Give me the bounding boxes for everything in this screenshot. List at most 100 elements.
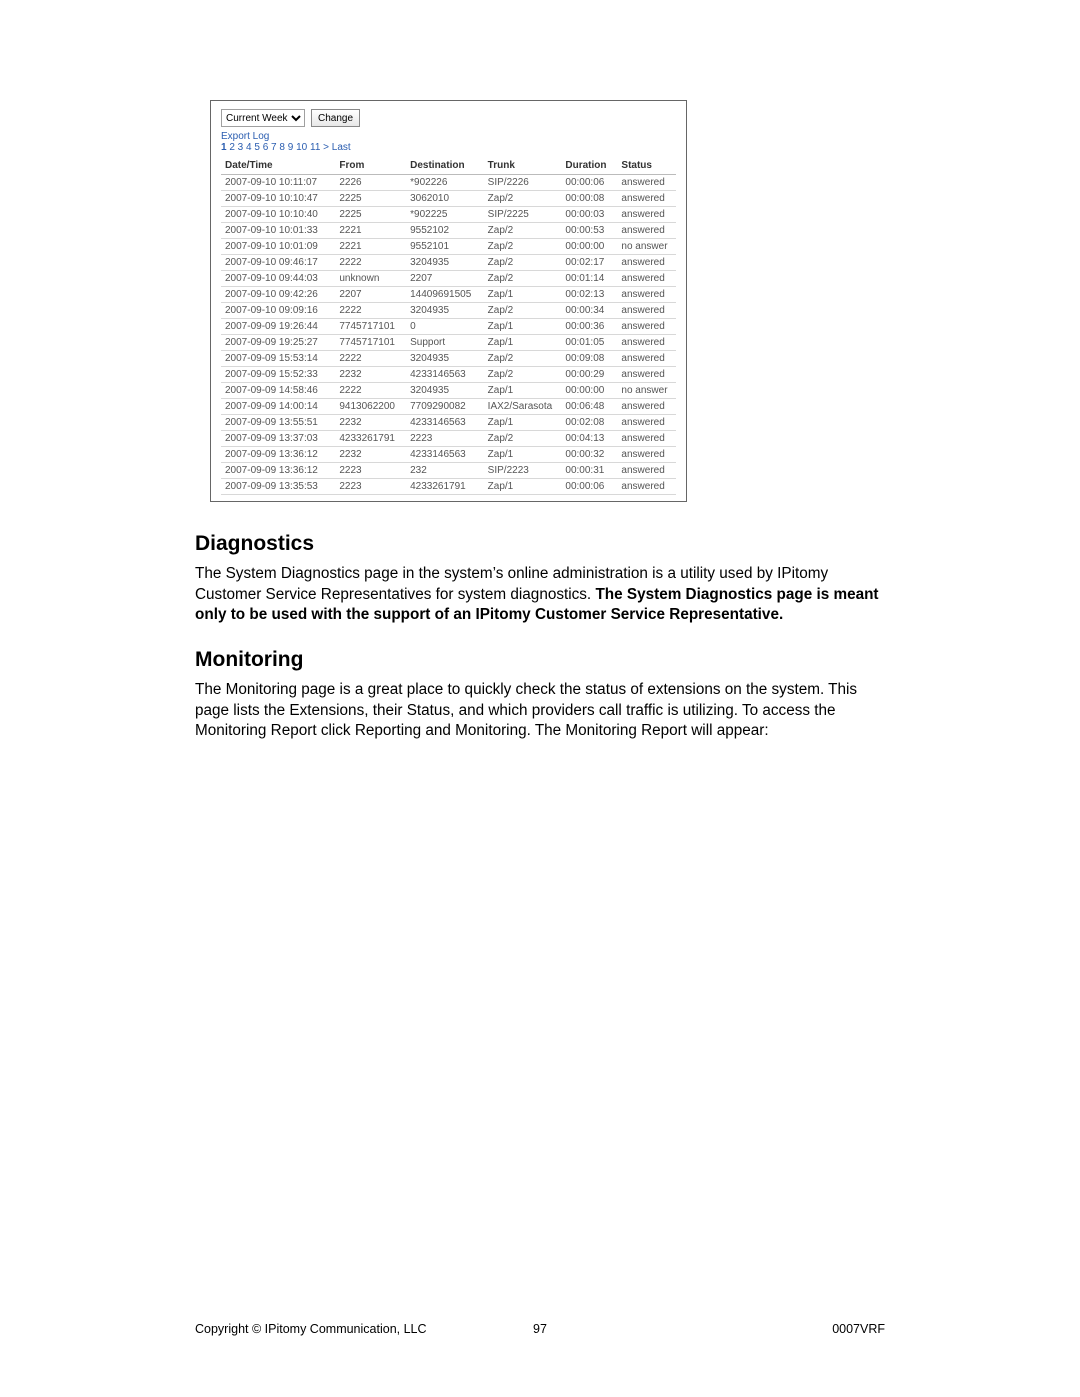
- page-link[interactable]: 11: [307, 142, 320, 153]
- page-link[interactable]: 7: [268, 142, 276, 153]
- table-cell: 00:00:06: [561, 175, 617, 191]
- status-cell: no answer: [617, 383, 676, 399]
- table-cell: *902225: [406, 207, 484, 223]
- footer-right: 0007VRF: [547, 1322, 885, 1336]
- table-cell: Zap/1: [484, 319, 562, 335]
- page-link[interactable]: 5: [252, 142, 260, 153]
- report-screenshot: Current Week Change Export Log 1 2 3 4 5…: [210, 100, 687, 502]
- column-header[interactable]: From: [335, 157, 406, 175]
- column-header[interactable]: Date/Time: [221, 157, 335, 175]
- column-header[interactable]: Status: [617, 157, 676, 175]
- table-row: 2007-09-10 09:09:1622223204935Zap/200:00…: [221, 303, 676, 319]
- table-cell: 2007-09-10 10:11:07: [221, 175, 335, 191]
- table-row: 2007-09-10 09:44:03unknown2207Zap/200:01…: [221, 271, 676, 287]
- table-cell: 00:00:34: [561, 303, 617, 319]
- page-link[interactable]: 4: [243, 142, 251, 153]
- column-header[interactable]: Duration: [561, 157, 617, 175]
- table-row: 2007-09-09 13:36:1222324233146563Zap/100…: [221, 447, 676, 463]
- table-row: 2007-09-10 10:11:072226*902226SIP/222600…: [221, 175, 676, 191]
- table-cell: 14409691505: [406, 287, 484, 303]
- table-cell: unknown: [335, 271, 406, 287]
- table-cell: 00:00:08: [561, 191, 617, 207]
- table-cell: 2007-09-10 10:10:40: [221, 207, 335, 223]
- status-cell: answered: [617, 303, 676, 319]
- table-cell: 00:09:08: [561, 351, 617, 367]
- table-cell: 7709290082: [406, 399, 484, 415]
- table-cell: 2007-09-10 10:01:33: [221, 223, 335, 239]
- status-cell: answered: [617, 271, 676, 287]
- page-current[interactable]: 1: [221, 142, 227, 153]
- footer-page-number: 97: [533, 1322, 547, 1336]
- table-cell: Support: [406, 335, 484, 351]
- table-cell: Zap/2: [484, 239, 562, 255]
- table-cell: 2007-09-09 13:55:51: [221, 415, 335, 431]
- export-log-link[interactable]: Export Log: [221, 131, 676, 142]
- table-row: 2007-09-09 14:58:4622223204935Zap/100:00…: [221, 383, 676, 399]
- change-button[interactable]: Change: [311, 109, 360, 127]
- column-header[interactable]: Trunk: [484, 157, 562, 175]
- table-cell: 00:02:17: [561, 255, 617, 271]
- status-cell: answered: [617, 175, 676, 191]
- page-link[interactable]: 10: [293, 142, 307, 153]
- table-row: 2007-09-10 10:01:3322219552102Zap/200:00…: [221, 223, 676, 239]
- table-cell: 3204935: [406, 351, 484, 367]
- table-cell: 2207: [335, 287, 406, 303]
- table-cell: 2007-09-10 09:09:16: [221, 303, 335, 319]
- table-cell: 00:04:13: [561, 431, 617, 447]
- status-cell: answered: [617, 399, 676, 415]
- table-cell: 2007-09-10 09:46:17: [221, 255, 335, 271]
- status-cell: answered: [617, 351, 676, 367]
- table-cell: 2222: [335, 255, 406, 271]
- diagnostics-heading: Diagnostics: [195, 532, 890, 556]
- table-cell: 2007-09-10 09:42:26: [221, 287, 335, 303]
- table-cell: Zap/1: [484, 447, 562, 463]
- page-link[interactable]: 3: [235, 142, 243, 153]
- table-cell: 2232: [335, 447, 406, 463]
- table-cell: 2007-09-09 14:58:46: [221, 383, 335, 399]
- table-cell: 00:00:00: [561, 239, 617, 255]
- table-cell: 00:06:48: [561, 399, 617, 415]
- table-row: 2007-09-10 10:10:402225*902225SIP/222500…: [221, 207, 676, 223]
- table-cell: 9552102: [406, 223, 484, 239]
- table-cell: 2007-09-09 13:36:12: [221, 463, 335, 479]
- table-cell: 00:00:36: [561, 319, 617, 335]
- page-last[interactable]: Last: [332, 142, 351, 153]
- table-cell: 7745717101: [335, 319, 406, 335]
- table-cell: SIP/2225: [484, 207, 562, 223]
- column-header[interactable]: Destination: [406, 157, 484, 175]
- footer-left: Copyright © IPitomy Communication, LLC: [195, 1322, 533, 1336]
- table-cell: 2007-09-09 13:37:03: [221, 431, 335, 447]
- table-cell: 2007-09-10 10:01:09: [221, 239, 335, 255]
- table-cell: Zap/2: [484, 271, 562, 287]
- table-cell: 2232: [335, 367, 406, 383]
- table-row: 2007-09-10 10:10:4722253062010Zap/200:00…: [221, 191, 676, 207]
- table-cell: Zap/2: [484, 191, 562, 207]
- table-cell: Zap/2: [484, 255, 562, 271]
- table-cell: 00:00:29: [561, 367, 617, 383]
- period-dropdown[interactable]: Current Week: [221, 109, 305, 127]
- table-cell: 7745717101: [335, 335, 406, 351]
- table-cell: 2225: [335, 207, 406, 223]
- table-cell: IAX2/Sarasota: [484, 399, 562, 415]
- table-row: 2007-09-09 14:00:1494130622007709290082I…: [221, 399, 676, 415]
- table-cell: 2007-09-10 10:10:47: [221, 191, 335, 207]
- table-cell: 2226: [335, 175, 406, 191]
- table-cell: 2221: [335, 239, 406, 255]
- table-cell: 2007-09-09 19:26:44: [221, 319, 335, 335]
- table-cell: 00:00:00: [561, 383, 617, 399]
- table-cell: 2225: [335, 191, 406, 207]
- table-cell: Zap/2: [484, 367, 562, 383]
- table-cell: 00:01:14: [561, 271, 617, 287]
- table-cell: SIP/2226: [484, 175, 562, 191]
- status-cell: answered: [617, 415, 676, 431]
- table-cell: 2007-09-09 13:36:12: [221, 447, 335, 463]
- table-row: 2007-09-10 10:01:0922219552101Zap/200:00…: [221, 239, 676, 255]
- table-cell: 2223: [335, 479, 406, 495]
- table-cell: Zap/2: [484, 303, 562, 319]
- table-cell: 00:01:05: [561, 335, 617, 351]
- status-cell: answered: [617, 255, 676, 271]
- table-cell: 4233146563: [406, 367, 484, 383]
- table-cell: 2222: [335, 351, 406, 367]
- page-link[interactable]: 8: [277, 142, 285, 153]
- table-cell: 2007-09-09 13:35:53: [221, 479, 335, 495]
